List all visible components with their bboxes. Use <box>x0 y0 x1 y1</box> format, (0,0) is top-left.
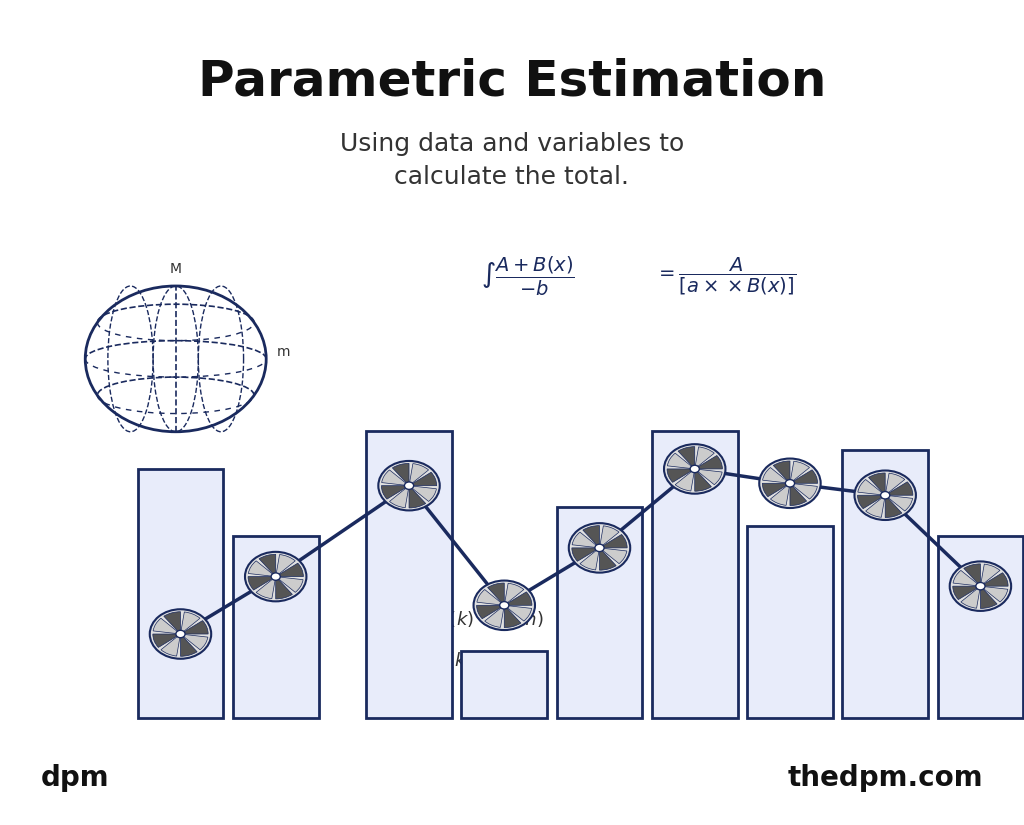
Text: Parametric Estimation: Parametric Estimation <box>198 58 826 106</box>
Text: dpm: dpm <box>41 764 110 792</box>
Text: $\int \dfrac{A + B(x)}{- b}$: $\int \dfrac{A + B(x)}{- b}$ <box>481 255 575 298</box>
Text: $= \dfrac{A}{[a \times \times B(x)]}$: $= \dfrac{A}{[a \times \times B(x)]}$ <box>655 256 797 297</box>
Text: $\ln(c) = \ln(k) - \ln(f)$: $\ln(c) = \ln(k) - \ln(f)$ <box>369 650 531 670</box>
Text: $\ln(a) = \ln(k) + \ln(m)$: $\ln(a) = \ln(k) + \ln(m)$ <box>369 609 544 629</box>
Text: Using data and variables to
calculate the total.: Using data and variables to calculate th… <box>340 132 684 190</box>
Text: m: m <box>276 345 290 359</box>
Text: thedpm.com: thedpm.com <box>787 764 983 792</box>
Text: M: M <box>170 262 181 276</box>
